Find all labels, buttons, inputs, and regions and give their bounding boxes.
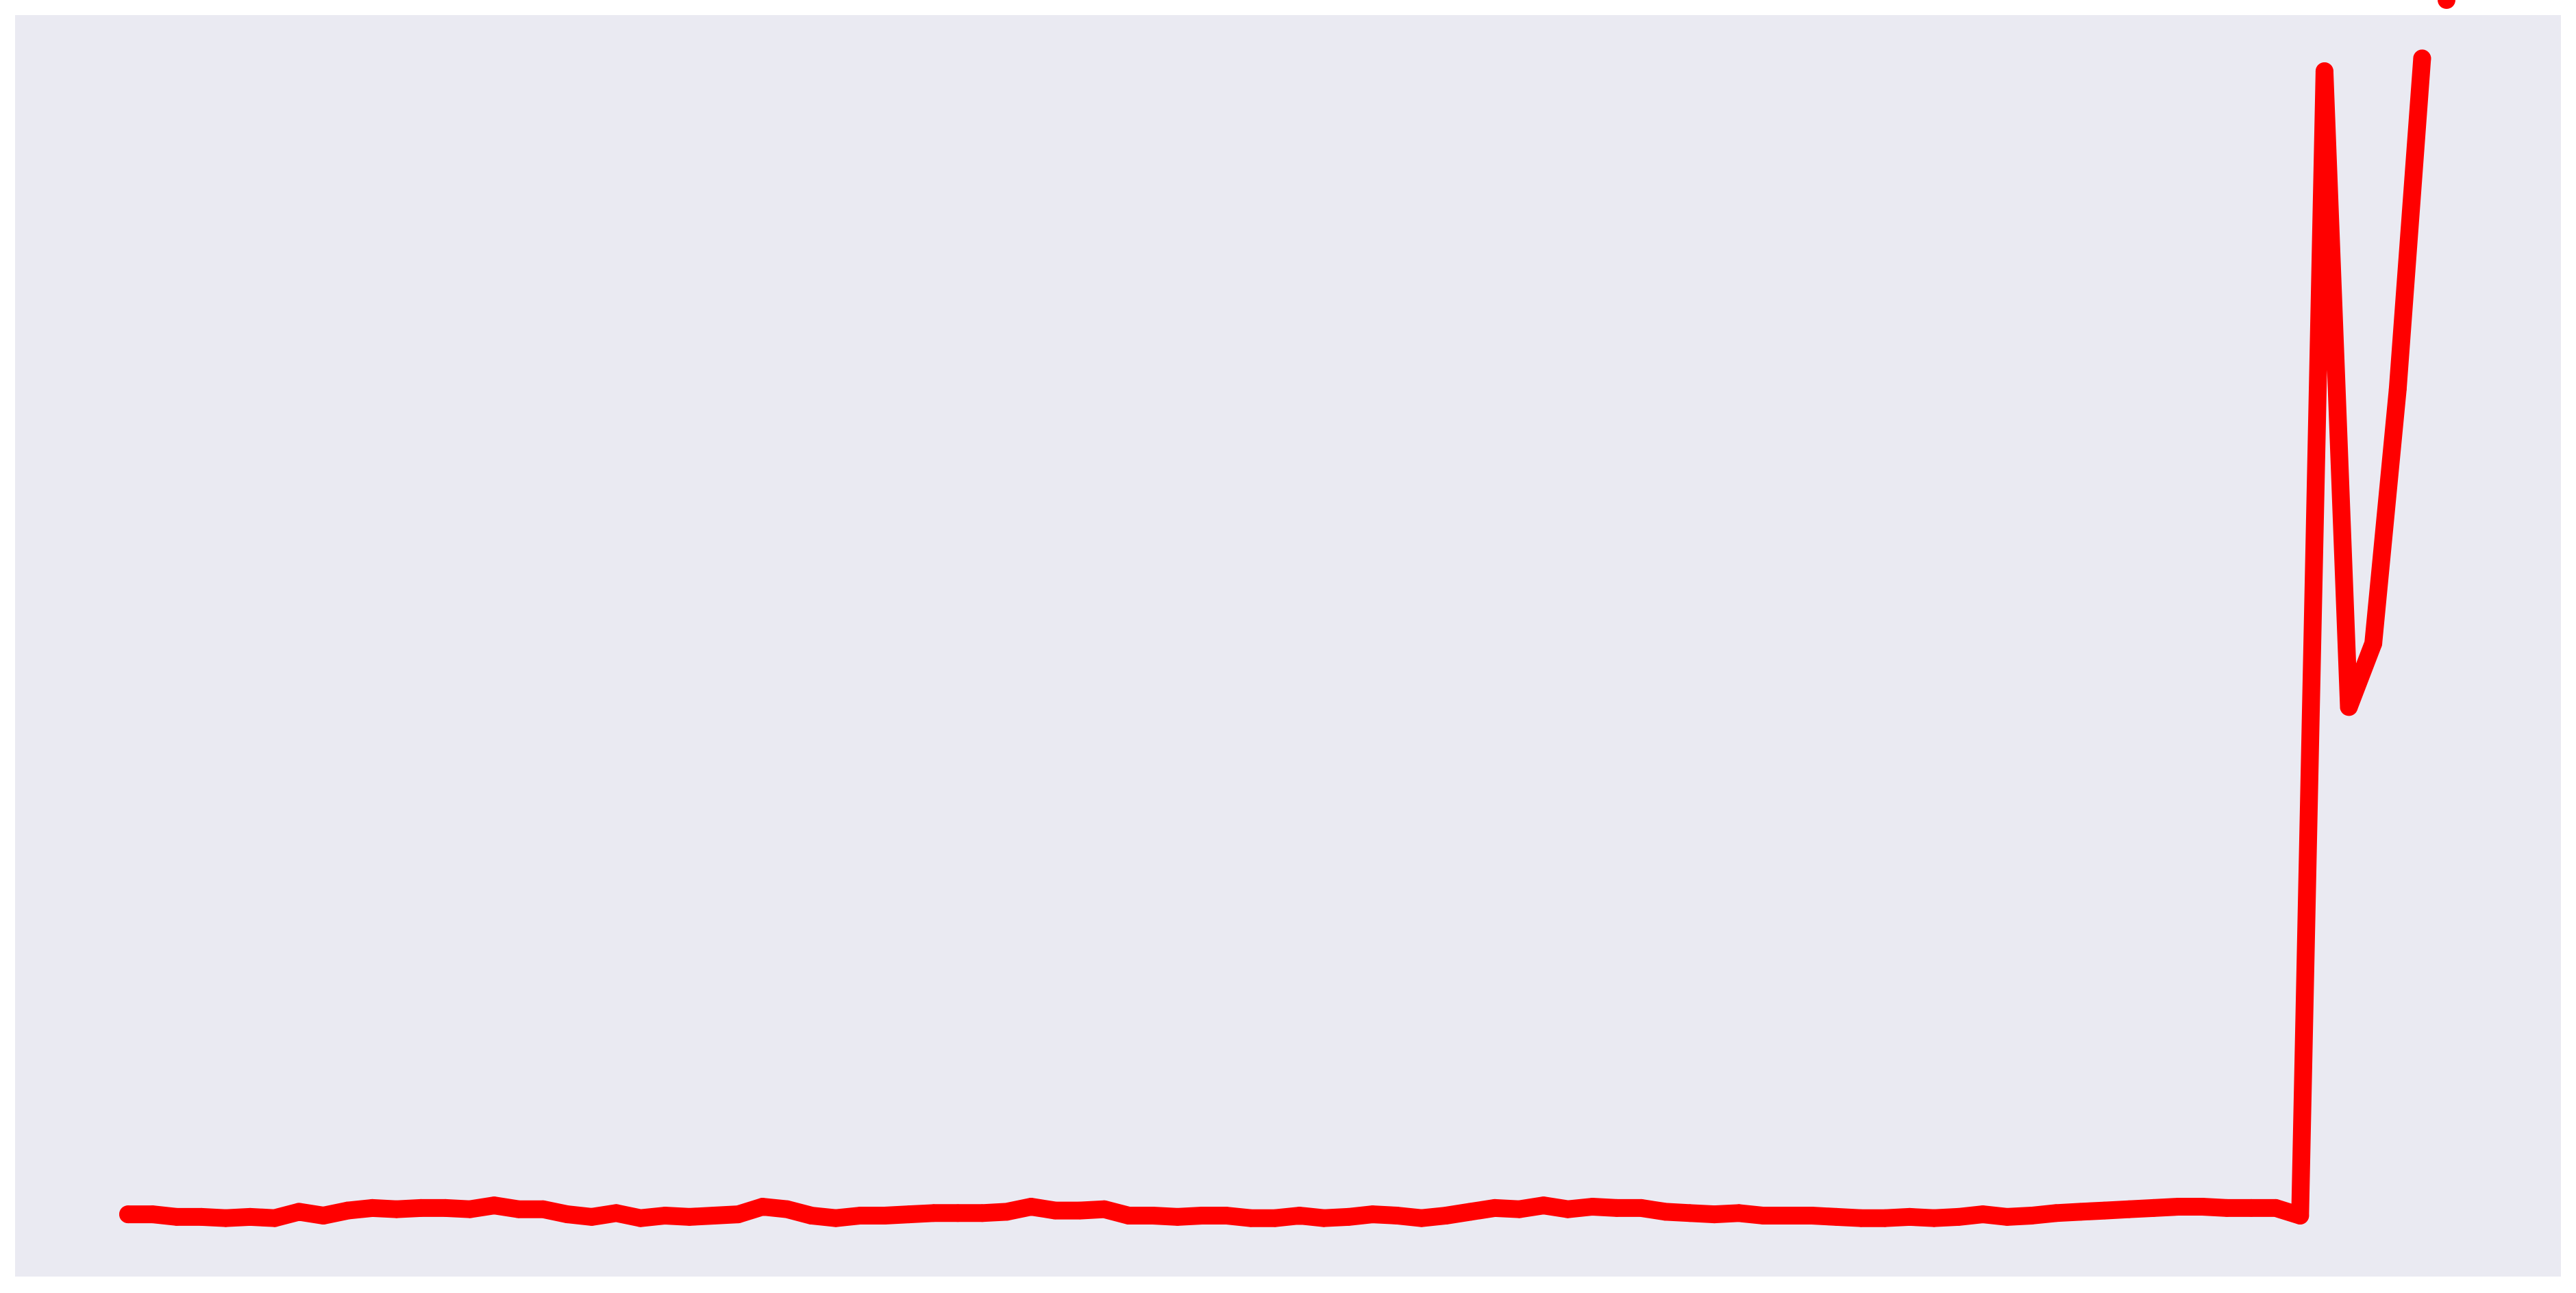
data-point	[1363, 1205, 1382, 1224]
data-point	[2096, 1201, 2114, 1220]
data-point	[1535, 1196, 1552, 1215]
data-point	[1266, 1209, 1285, 1227]
data-point	[1193, 1207, 1211, 1225]
data-point	[949, 1204, 967, 1222]
data-point	[2193, 1198, 2212, 1216]
data-point	[1485, 1198, 1504, 1217]
data-point	[1657, 1203, 1675, 1221]
data-point	[119, 1205, 137, 1224]
data-point	[1803, 1207, 1821, 1225]
data-point	[1168, 1207, 1187, 1226]
data-point	[1412, 1209, 1431, 1227]
data-point	[802, 1207, 821, 1225]
data-point	[2364, 634, 2383, 653]
data-point	[387, 1200, 406, 1218]
data-point	[2022, 1207, 2041, 1225]
data-point	[1559, 1200, 1577, 1218]
data-point	[412, 1198, 430, 1217]
data-point	[290, 1203, 308, 1221]
data-point	[1339, 1207, 1358, 1226]
data-point	[2340, 698, 2358, 716]
data-point	[900, 1205, 918, 1224]
data-point	[1998, 1207, 2016, 1226]
data-point	[1437, 1207, 1455, 1225]
data-point	[216, 1209, 235, 1227]
data-point	[1290, 1207, 1309, 1225]
data-point	[1900, 1207, 1919, 1226]
data-point	[1241, 1209, 1260, 1227]
data-point	[1510, 1200, 1528, 1218]
data-point	[729, 1205, 747, 1224]
data-point	[827, 1209, 845, 1227]
data-point	[192, 1207, 210, 1226]
data-point	[485, 1196, 504, 1215]
data-point	[1681, 1204, 1699, 1222]
data-point	[1779, 1207, 1797, 1225]
data-point	[558, 1205, 577, 1224]
data-point	[998, 1203, 1016, 1221]
data-point	[338, 1201, 357, 1220]
data-point	[1071, 1201, 1089, 1220]
data-point	[582, 1207, 601, 1226]
series-layer	[119, 0, 2455, 1227]
data-point	[754, 1198, 772, 1216]
data-point	[2315, 62, 2333, 80]
data-point	[876, 1207, 894, 1225]
data-point	[2291, 1207, 2309, 1225]
data-point	[1217, 1207, 1235, 1225]
data-point	[778, 1200, 796, 1218]
data-point	[1119, 1207, 1138, 1225]
data-point	[2388, 380, 2407, 399]
plot-area	[15, 15, 2561, 1277]
data-point	[2144, 1198, 2163, 1217]
data-point	[1388, 1207, 1407, 1225]
data-point	[241, 1207, 260, 1226]
data-point	[2438, 0, 2455, 9]
data-point	[1022, 1198, 1040, 1216]
data-point	[2266, 1198, 2285, 1217]
data-point	[1315, 1209, 1333, 1227]
data-point	[2242, 1198, 2260, 1217]
data-point	[2169, 1198, 2188, 1216]
data-point	[924, 1204, 943, 1222]
data-point	[168, 1207, 186, 1226]
data-point	[632, 1209, 649, 1227]
data-point	[1827, 1207, 1846, 1226]
data-point	[2413, 49, 2431, 68]
data-point	[1095, 1200, 1113, 1218]
data-point	[1730, 1204, 1748, 1222]
data-point	[607, 1204, 626, 1222]
data-point	[1705, 1205, 1724, 1224]
data-point	[363, 1198, 382, 1217]
data-point	[460, 1200, 479, 1218]
data-point	[1632, 1198, 1650, 1217]
data-point	[509, 1200, 528, 1218]
data-point	[1046, 1201, 1065, 1220]
data-point	[1974, 1205, 1992, 1224]
data-point	[2071, 1203, 2090, 1221]
data-point	[1144, 1207, 1163, 1225]
data-point	[2047, 1204, 2066, 1222]
data-point	[973, 1204, 991, 1222]
data-point	[656, 1207, 674, 1225]
data-point	[851, 1207, 869, 1225]
data-point	[265, 1209, 284, 1227]
data-point	[534, 1200, 552, 1218]
data-point	[2218, 1198, 2236, 1217]
data-point	[1876, 1209, 1894, 1227]
data-point	[2120, 1200, 2138, 1218]
data-point	[680, 1207, 699, 1226]
data-point	[1583, 1198, 1602, 1216]
data-point	[143, 1205, 162, 1224]
data-point	[314, 1207, 332, 1225]
data-point	[436, 1198, 455, 1217]
data-point	[1852, 1209, 1870, 1227]
data-point	[1925, 1209, 1943, 1227]
data-point	[1607, 1198, 1626, 1217]
data-point	[1754, 1207, 1772, 1225]
data-point	[1461, 1203, 1480, 1221]
data-point	[1949, 1207, 1968, 1226]
data-point	[704, 1207, 723, 1225]
